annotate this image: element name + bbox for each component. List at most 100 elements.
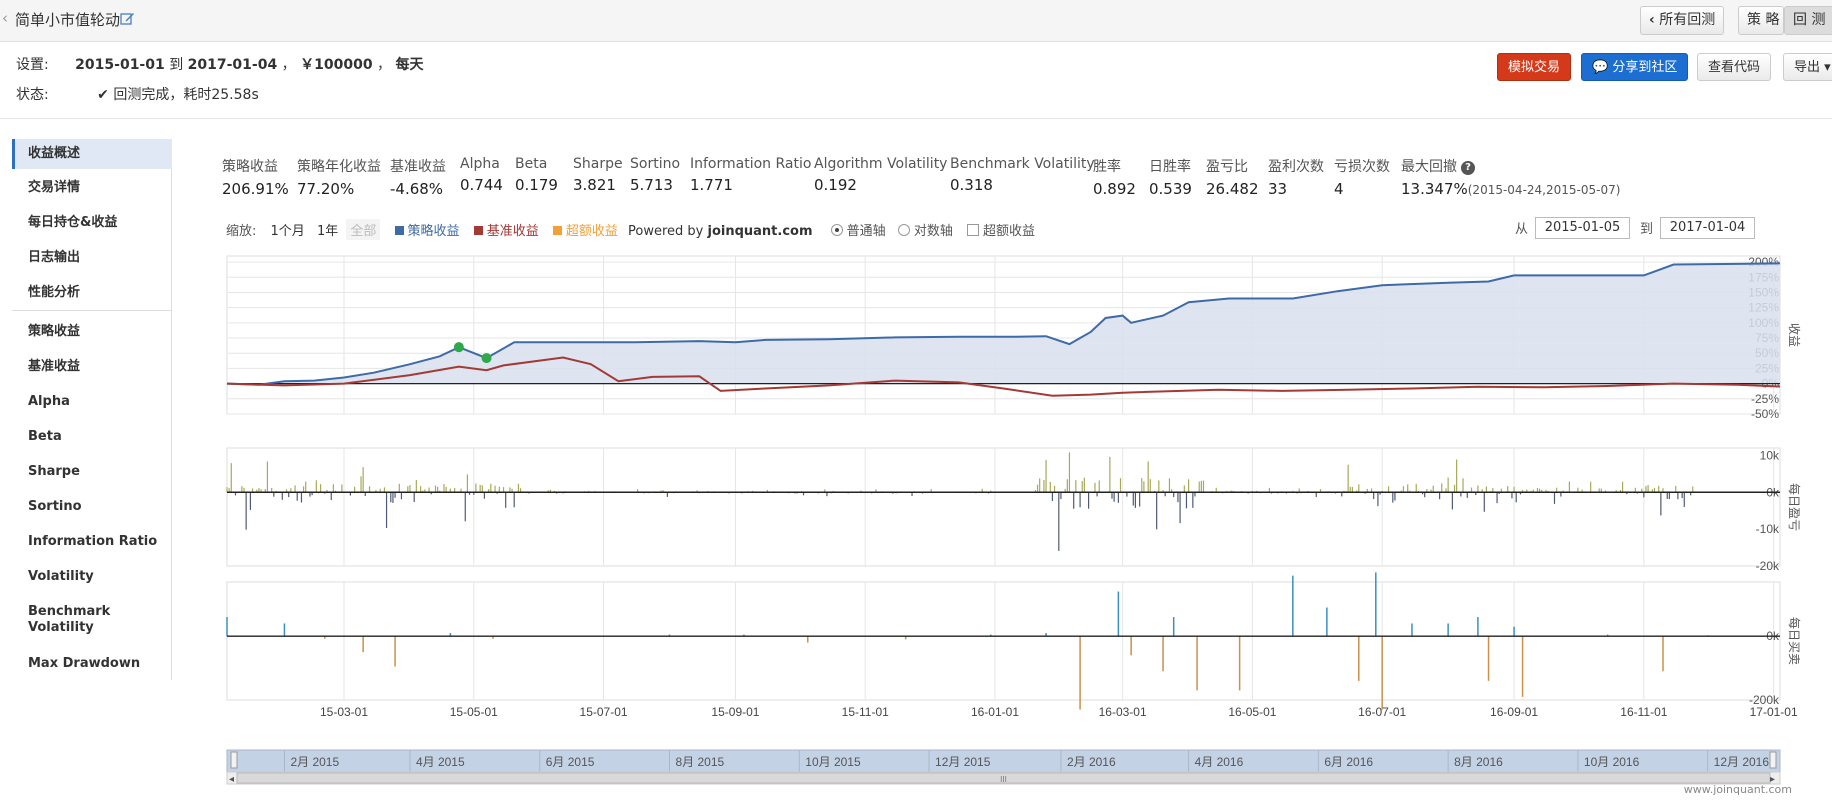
sidebar-item-positions[interactable]: 每日持仓&收益: [28, 215, 118, 230]
metric-0: 策略收益 206.91%: [222, 156, 289, 198]
tab-strategy[interactable]: 策 略: [1738, 6, 1784, 35]
metric-9: Benchmark Volatility 0.318: [950, 156, 1095, 194]
share-community-button[interactable]: 💬 分享到社区: [1581, 53, 1689, 81]
back-chevron-icon[interactable]: ‹: [2, 9, 8, 27]
radio-icon: [897, 224, 910, 236]
y-tick-label: -200k: [1749, 693, 1780, 707]
y-axis-label: 收益: [1787, 323, 1801, 347]
all-backtests-button[interactable]: ‹ 所有回测: [1640, 6, 1725, 35]
y-axis-label: 每日盈亏: [1787, 483, 1802, 531]
sidebar-item-sharpe[interactable]: Sharpe: [28, 464, 80, 479]
metric-label: 亏损次数: [1334, 159, 1390, 175]
to-date-input[interactable]: 2017-01-04: [1660, 217, 1755, 239]
plot-area: [226, 447, 1781, 567]
metric-value: 0.318: [950, 176, 993, 194]
status-text: 回测完成，耗时25.58s: [113, 87, 259, 103]
sidebar-item-max-drawdown[interactable]: Max Drawdown: [28, 656, 141, 671]
share-label: 分享到社区: [1612, 60, 1678, 75]
sidebar-item-logs[interactable]: 日志输出: [28, 250, 81, 265]
simulate-trade-button[interactable]: 模拟交易: [1497, 53, 1572, 81]
navigator-label: 8月 2016: [1454, 755, 1503, 769]
settings-label: 设置:: [16, 57, 49, 73]
sidebar-item-beta[interactable]: Beta: [28, 429, 62, 444]
strategy-swatch: [394, 226, 404, 235]
strategy-line[interactable]: [226, 262, 1781, 386]
zoom-all-button[interactable]: 全部: [346, 219, 381, 240]
powered-by-label: Powered by: [628, 224, 704, 239]
navigator-label: 2月 2015: [290, 755, 339, 769]
legend-excess[interactable]: 超额收益: [552, 224, 618, 239]
metric-label: 最大回撤?: [1401, 156, 1620, 176]
metric-value: 0.539: [1149, 180, 1192, 198]
sidebar-item-information-ratio[interactable]: Information Ratio: [28, 534, 158, 549]
sidebar-item-performance[interactable]: 性能分析: [28, 285, 81, 300]
navigator-label: 4月 2016: [1195, 755, 1244, 769]
tab-backtest[interactable]: 回 测: [1784, 6, 1832, 35]
excess-checkbox[interactable]: 超额收益: [966, 224, 1035, 239]
x-tick-label: 16-03-01: [1099, 705, 1147, 719]
legend-strategy-label: 策略收益: [407, 224, 460, 239]
zoom-label: 缩放:: [226, 224, 257, 239]
sidebar-item-benchmark-volatility[interactable]: Benchmark Volatility: [28, 604, 111, 635]
navigator-handle-right[interactable]: [1769, 751, 1777, 769]
metric-value: 0.179: [515, 176, 558, 194]
sidebar-item-alpha[interactable]: Alpha: [28, 394, 70, 409]
export-button[interactable]: 导出 ▾: [1783, 53, 1832, 81]
navigator-label: 12月 2016: [1714, 755, 1770, 769]
navigator-label: 6月 2016: [1324, 755, 1373, 769]
metric-label: Benchmark Volatility: [950, 156, 1095, 172]
view-code-button[interactable]: 查看代码: [1697, 53, 1772, 81]
metric-5: Sharpe 3.821: [573, 156, 623, 194]
benchmark-line[interactable]: [226, 356, 1781, 397]
metric-6: Sortino 5.713: [630, 156, 680, 194]
drawdown-end-marker[interactable]: [481, 353, 492, 364]
metric-value: 33: [1268, 180, 1288, 198]
chart-legend: 缩放: 1个月 1年 全部 策略收益 基准收益 超额收益 Powered by …: [226, 219, 1035, 240]
metric-value: -4.68%: [390, 180, 444, 198]
from-date-input[interactable]: 2015-01-05: [1535, 217, 1630, 239]
navigator-handle-left[interactable]: [230, 751, 238, 769]
chat-icon: 💬: [1592, 60, 1609, 75]
to-label: 到: [1640, 222, 1654, 237]
metric-label: Algorithm Volatility: [814, 156, 948, 172]
metric-label: 胜率: [1093, 159, 1121, 175]
metric-value: 77.20%: [297, 180, 355, 198]
settings-row: 设置: 2015-01-01 到 2017-01-04 ， ￥100000 ， …: [16, 54, 423, 74]
metric-10: 胜率 0.892: [1093, 156, 1136, 198]
from-label: 从: [1515, 222, 1529, 237]
scrollbar-grip-icon: III: [1000, 775, 1007, 784]
zoom-1-month-button[interactable]: 1个月: [270, 224, 305, 239]
normal-axis-option[interactable]: 普通轴: [830, 224, 886, 239]
scrollbar-thumb[interactable]: [236, 772, 1771, 784]
zoom-1-year-button[interactable]: 1年: [316, 224, 339, 239]
sidebar-item-overview[interactable]: 收益概述: [12, 139, 172, 169]
metric-label: 盈利次数: [1268, 159, 1324, 175]
status-label: 状态:: [16, 87, 49, 103]
y-tick-label: 10k: [1760, 448, 1780, 462]
sidebar-item-benchmark-returns[interactable]: 基准收益: [28, 359, 81, 374]
metric-3: Alpha 0.744: [460, 156, 503, 194]
help-icon[interactable]: ?: [1461, 161, 1475, 175]
metric-12: 盈亏比 26.482: [1206, 156, 1259, 198]
metric-7: Information Ratio 1.771: [690, 156, 811, 194]
drawdown-start-marker[interactable]: [453, 342, 464, 353]
chevron-left-icon: ‹: [1649, 12, 1655, 28]
log-axis-option[interactable]: 对数轴: [897, 224, 953, 239]
sidebar-item-strategy-returns[interactable]: 策略收益: [28, 324, 81, 339]
y-tick-label: -50%: [1751, 407, 1779, 421]
status-row: 状态: ✔ 回测完成，耗时25.58s: [16, 84, 259, 104]
sidebar-item-trades[interactable]: 交易详情: [28, 180, 81, 195]
metric-value: 26.482: [1206, 180, 1259, 198]
legend-strategy[interactable]: 策略收益: [394, 224, 460, 239]
x-tick-label: 15-11-01: [842, 705, 889, 719]
sidebar-item-sortino[interactable]: Sortino: [28, 499, 82, 514]
scroll-left-icon: ◂: [229, 774, 234, 785]
start-date: 2015-01-01: [75, 57, 165, 73]
metric-label: Beta: [515, 156, 548, 172]
strategy-area: [227, 263, 1780, 385]
sidebar-item-volatility[interactable]: Volatility: [28, 569, 94, 584]
legend-benchmark[interactable]: 基准收益: [473, 224, 539, 239]
edit-icon[interactable]: [120, 11, 135, 26]
sidebar: 收益概述 交易详情 每日持仓&收益 日志输出 性能分析 策略收益 基准收益 Al…: [12, 139, 172, 680]
